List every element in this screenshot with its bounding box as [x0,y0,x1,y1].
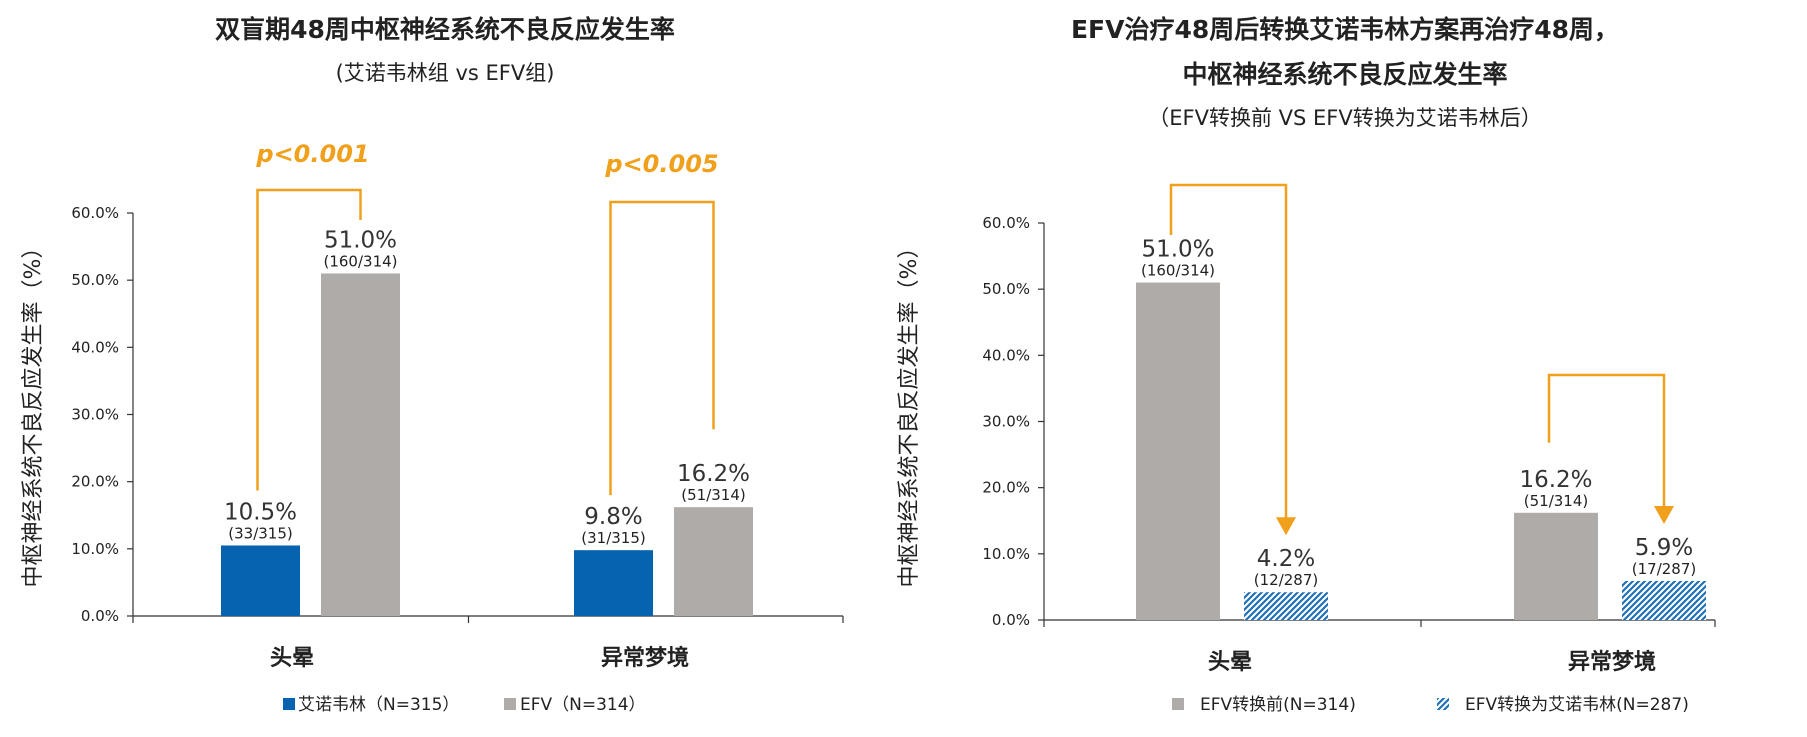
left-legend-label: EFV（N=314） [520,695,646,715]
left-bar [321,273,400,616]
right-data-label: 51.0% [1141,237,1214,263]
right-count-label: (12/287) [1254,571,1318,589]
left-legend-label: 艾诺韦林（N=315） [298,695,459,715]
left-y-tick-label: 60.0% [71,204,119,222]
left-pvalue-dreams: p<0.005 [604,150,718,178]
right-chart-title: EFV治疗48周后转换艾诺韦林方案再治疗48周， [1071,15,1619,44]
right-data-label: 5.9% [1635,535,1693,561]
left-significance-bracket [256,188,362,491]
left-count-label: (33/315) [228,524,292,542]
right-bar [1622,580,1706,620]
left-bar [674,507,753,616]
left-chart-subtitle: (艾诺韦林组 vs EFV组) [336,61,555,85]
right-change-arrow [1547,373,1666,508]
right-legend-label: EFV转换前(N=314) [1200,695,1356,715]
right-legend-swatch [1172,698,1184,710]
right-legend-label: EFV转换为艾诺韦林(N=287) [1465,695,1689,715]
left-y-tick-label: 10.0% [71,540,119,558]
left-category-label: 异常梦境 [601,645,689,671]
right-count-label: (51/314) [1524,492,1588,510]
left-legend-swatch [504,698,516,710]
left-y-tick-label: 20.0% [71,473,119,491]
right-data-label: 16.2% [1519,467,1592,493]
left-y-tick-label: 0.0% [81,607,119,625]
right-category-label: 头晕 [1208,650,1252,675]
right-bar [1244,592,1328,620]
left-y-tick-label: 30.0% [71,406,119,424]
left-legend-swatch [283,698,295,710]
left-chart-title: 双盲期48周中枢神经系统不良反应发生率 [215,15,675,44]
right-y-tick-label: 40.0% [982,346,1030,364]
left-y-tick-label: 50.0% [71,271,119,289]
right-chart-subtitle: （EFV转换前 VS EFV转换为艾诺韦林后） [1148,106,1541,130]
right-y-tick-label: 60.0% [982,214,1030,232]
right-y-tick-label: 50.0% [982,280,1030,298]
right-change-arrow [1169,183,1288,520]
right-y-tick-label: 30.0% [982,413,1030,431]
right-chart-title-line2: 中枢神经系统不良反应发生率 [1182,60,1507,89]
left-y-tick-label: 40.0% [71,338,119,356]
left-bar [221,545,300,616]
left-pvalue-dizziness: p<0.001 [255,140,369,168]
left-count-label: (160/314) [323,252,397,270]
right-y-tick-label: 0.0% [992,611,1030,629]
left-data-label: 16.2% [677,461,750,487]
right-data-label: 4.2% [1257,546,1315,572]
right-y-axis-label: 中枢神经系统不良反应发生率（%） [897,237,922,588]
right-arrowhead [1654,505,1674,524]
left-category-label: 头晕 [270,646,314,671]
right-y-tick-label: 10.0% [982,545,1030,563]
right-y-tick-label: 20.0% [982,479,1030,497]
right-count-label: (17/287) [1632,560,1696,578]
right-category-label: 异常梦境 [1568,649,1656,675]
left-count-label: (51/314) [681,486,745,504]
left-y-axis-label: 中枢神经系统不良反应发生率（%） [21,237,46,588]
left-data-label: 51.0% [324,227,397,253]
right-bar [1514,512,1598,620]
right-bar [1136,282,1220,620]
left-count-label: (31/315) [581,529,645,547]
right-legend-swatch [1437,698,1449,710]
right-count-label: (160/314) [1141,262,1215,280]
left-data-label: 9.8% [584,504,642,530]
left-bar [574,550,653,616]
left-significance-bracket [609,200,715,496]
right-arrowhead [1276,517,1296,536]
left-data-label: 10.5% [224,499,297,525]
